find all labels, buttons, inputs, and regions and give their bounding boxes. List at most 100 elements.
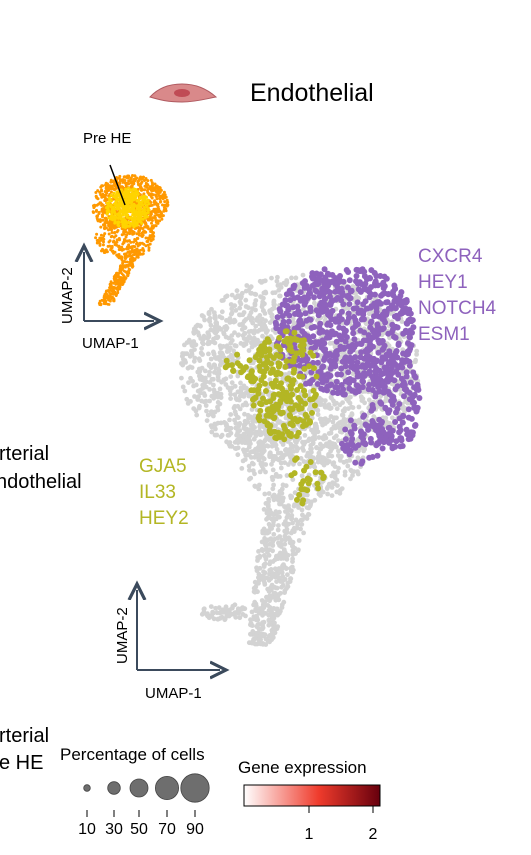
purple-cell (396, 429, 403, 436)
purple-cell (389, 360, 396, 367)
umap-cell (289, 508, 294, 514)
umap-cell (272, 590, 278, 596)
purple-cell (381, 364, 388, 371)
umap-cell (235, 440, 241, 446)
umap-cell (330, 419, 336, 425)
inset-cell (105, 183, 109, 187)
purple-cell (282, 297, 289, 304)
purple-cell (382, 319, 389, 326)
umap-cell (284, 278, 290, 283)
inset-cell (115, 176, 119, 180)
umap-cell (280, 553, 285, 558)
purple-cell (333, 378, 340, 385)
umap-cell (316, 457, 322, 463)
umap-cell (326, 402, 332, 407)
umap-cell (267, 437, 273, 443)
umap-cell (306, 512, 312, 517)
inset-cell (128, 260, 132, 264)
inset-cell (131, 213, 135, 217)
inset-cell (162, 190, 166, 194)
inset-cell (150, 203, 154, 207)
purple-cell (315, 312, 322, 319)
umap-cell (403, 399, 408, 405)
umap-cell (276, 566, 282, 571)
purple-cell (375, 349, 382, 356)
umap-cell (242, 426, 248, 432)
purple-cell (373, 390, 379, 397)
umap-cell (226, 441, 232, 447)
umap-cell (226, 432, 232, 438)
umap-cell (220, 352, 226, 357)
umap-cell (244, 283, 250, 288)
umap-cell (204, 418, 210, 423)
umap-cell (257, 565, 263, 571)
umap-cell (199, 346, 205, 351)
purple-cell (386, 350, 393, 357)
umap-cell (261, 619, 267, 625)
umap-cell (322, 404, 328, 410)
umap-cell (311, 455, 316, 461)
purple-cell (352, 323, 359, 329)
umap-cell (283, 509, 288, 514)
umap-cell (327, 406, 333, 411)
umap-cell (252, 425, 257, 430)
umap-cell (338, 487, 343, 493)
umap-cell (251, 461, 256, 467)
umap-cell (215, 400, 221, 405)
umap-cell (326, 481, 332, 487)
inset-cell (150, 221, 153, 225)
inset-cell (131, 263, 135, 266)
umap-cell (291, 320, 297, 326)
purple-cell (361, 273, 368, 280)
inset-cell (101, 184, 105, 188)
umap-cell (219, 432, 225, 438)
umap-cell (284, 473, 290, 478)
inset-cell (108, 291, 111, 295)
umap-cell (277, 509, 282, 515)
umap-cell (234, 294, 240, 300)
inset-cell (118, 201, 122, 204)
umap-cell (211, 376, 216, 382)
purple-cell (404, 307, 410, 314)
umap-cell (196, 366, 202, 372)
purple-cell (382, 355, 389, 362)
inset-cell (136, 237, 140, 240)
inset-cell (133, 250, 137, 254)
umap-cell (186, 380, 191, 385)
purple-cell (347, 417, 354, 424)
umap-cell (212, 370, 217, 375)
purple-cell (407, 379, 414, 386)
purple-cell (399, 364, 406, 371)
umap-cell (263, 642, 269, 647)
umap-cell (334, 444, 339, 450)
umap-cell (251, 436, 257, 442)
umap-cell (366, 397, 372, 403)
inset-cell (101, 218, 105, 222)
inset-cell (146, 179, 150, 183)
purple-cell (385, 330, 392, 337)
inset-cell (158, 188, 162, 192)
inset-umap (91, 174, 170, 307)
purple-cell (356, 372, 363, 379)
umap-cell (276, 497, 281, 503)
purple-cell (389, 427, 396, 434)
inset-cell (115, 204, 119, 208)
umap-cell (270, 455, 276, 461)
inset-cell (149, 188, 153, 192)
umap-cell (208, 322, 214, 328)
inset-cell (116, 272, 120, 276)
inset-cell (95, 214, 99, 218)
umap-cell (280, 563, 285, 569)
umap-cell (257, 482, 262, 488)
inset-cell (157, 207, 161, 211)
umap-cell (350, 405, 356, 410)
umap-cell (213, 335, 219, 340)
umap-cell (266, 496, 271, 502)
umap-cell (272, 566, 278, 572)
umap-cell (213, 356, 219, 361)
umap-cell (206, 311, 212, 317)
umap-cell (390, 415, 395, 421)
umap-cell (209, 424, 215, 430)
purple-cell (368, 267, 375, 274)
